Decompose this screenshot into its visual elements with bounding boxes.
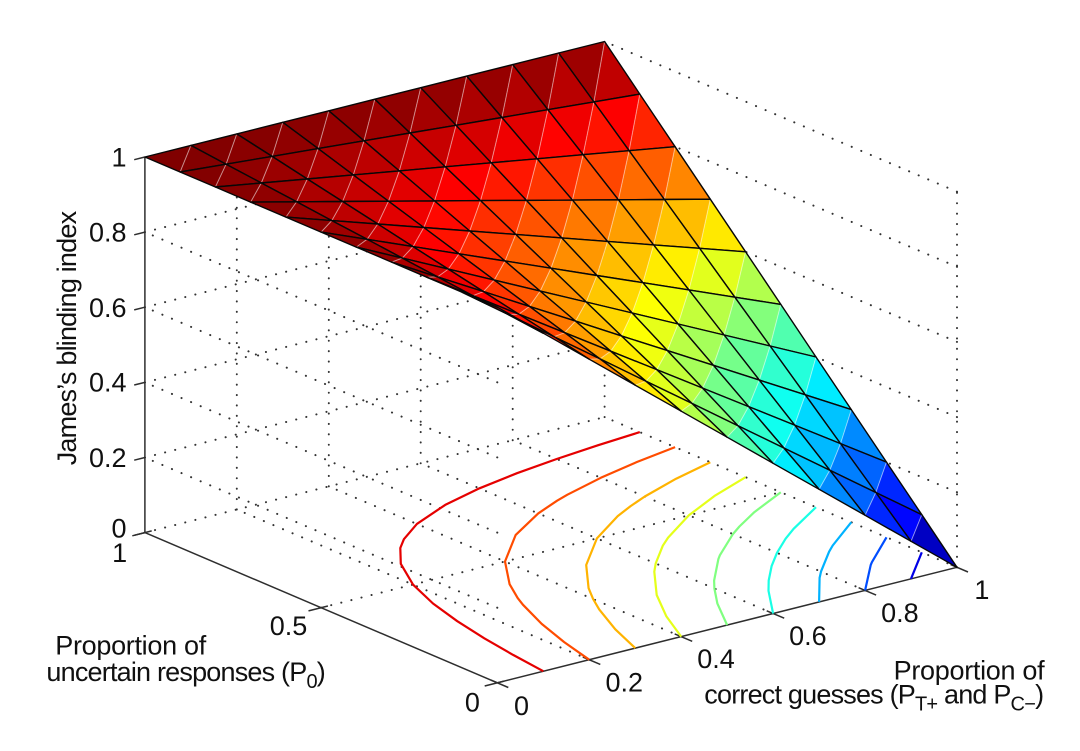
svg-text:0.5: 0.5 bbox=[270, 611, 308, 641]
svg-text:1: 1 bbox=[974, 575, 989, 605]
svg-text:1: 1 bbox=[111, 143, 126, 173]
svg-text:0.4: 0.4 bbox=[89, 368, 127, 398]
svg-text:0.8: 0.8 bbox=[89, 217, 127, 247]
svg-text:1: 1 bbox=[112, 538, 127, 568]
svg-text:James’s blinding index: James’s blinding index bbox=[52, 210, 82, 465]
svg-text:0.4: 0.4 bbox=[697, 644, 735, 674]
svg-text:0.2: 0.2 bbox=[606, 667, 644, 697]
svg-text:0: 0 bbox=[514, 691, 529, 721]
svg-text:Proportion of: Proportion of bbox=[894, 656, 1045, 686]
svg-text:0.6: 0.6 bbox=[789, 621, 827, 651]
svg-text:0.8: 0.8 bbox=[881, 598, 919, 628]
svg-text:Proportion of: Proportion of bbox=[55, 631, 206, 661]
svg-text:0.6: 0.6 bbox=[89, 293, 127, 323]
svg-text:0: 0 bbox=[465, 688, 480, 718]
svg-text:0.2: 0.2 bbox=[89, 443, 127, 473]
svg-text:0: 0 bbox=[111, 514, 126, 544]
